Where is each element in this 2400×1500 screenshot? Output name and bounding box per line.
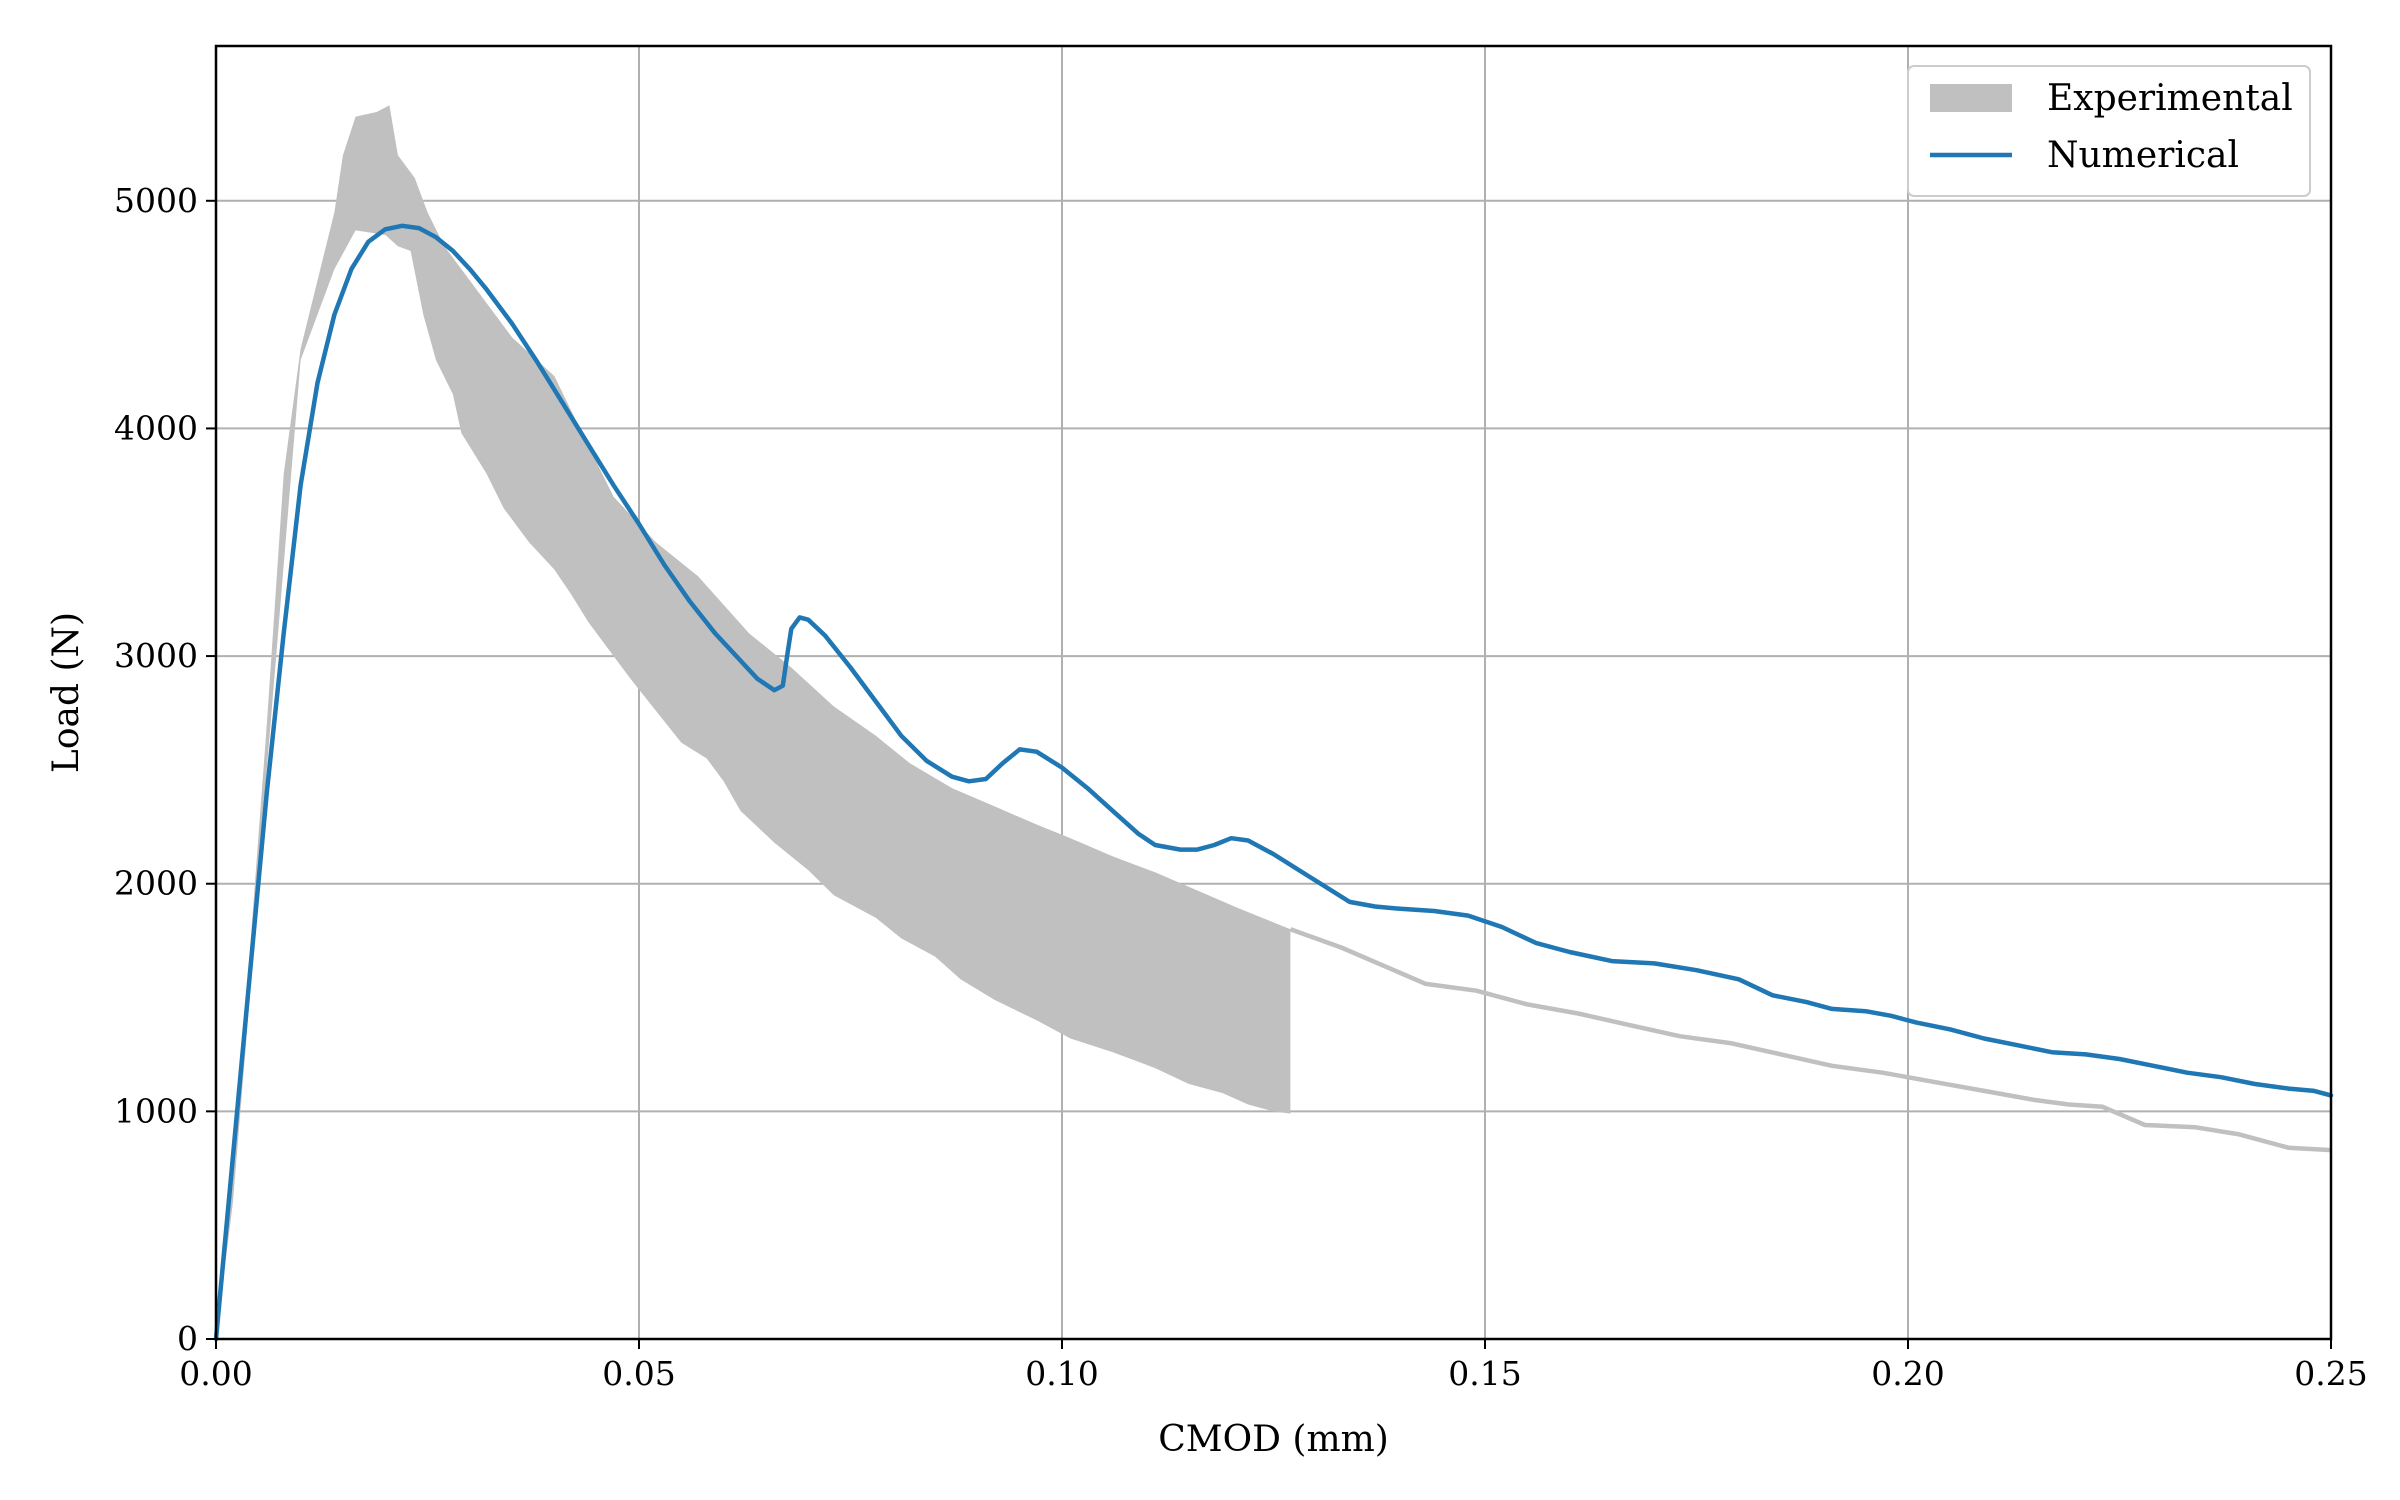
y-axis-label: Load (N) [46, 612, 87, 773]
y-tick-label: 1000 [114, 1091, 198, 1130]
y-tick-label: 0 [177, 1319, 198, 1358]
plot-data [213, 105, 2334, 1342]
x-tick-label: 0.00 [179, 1354, 252, 1393]
numerical-line [213, 223, 2334, 1342]
plot-border [214, 44, 2333, 1341]
y-tick-label: 3000 [114, 636, 198, 675]
x-tick-label: 0.05 [602, 1354, 675, 1393]
legend-experimental-label: Experimental [2047, 78, 2293, 119]
x-tick-label: 0.15 [1448, 1354, 1521, 1393]
x-tick-label: 0.10 [1025, 1354, 1098, 1393]
y-tick-label: 2000 [114, 864, 198, 903]
x-axis-label: CMOD (mm) [1158, 1419, 1389, 1460]
legend-experimental-swatch [1930, 84, 2012, 112]
x-tick-label: 0.20 [1871, 1354, 1944, 1393]
axis-ticks: 0.00 0.05 0.10 0.15 0.20 0.25 0 1000 2000 3000 400… [114, 181, 2368, 1393]
plot-frame [214, 44, 2333, 1341]
experimental-band [216, 105, 1291, 1340]
x-tick-label: 0.25 [2294, 1354, 2367, 1393]
legend-numerical-label: Numerical [2047, 135, 2239, 176]
legend: Experimental Numerical [1907, 65, 2311, 197]
experimental-tail-line [1289, 927, 2332, 1153]
y-tick-label: 5000 [114, 181, 198, 220]
y-tick-label: 4000 [114, 408, 198, 447]
